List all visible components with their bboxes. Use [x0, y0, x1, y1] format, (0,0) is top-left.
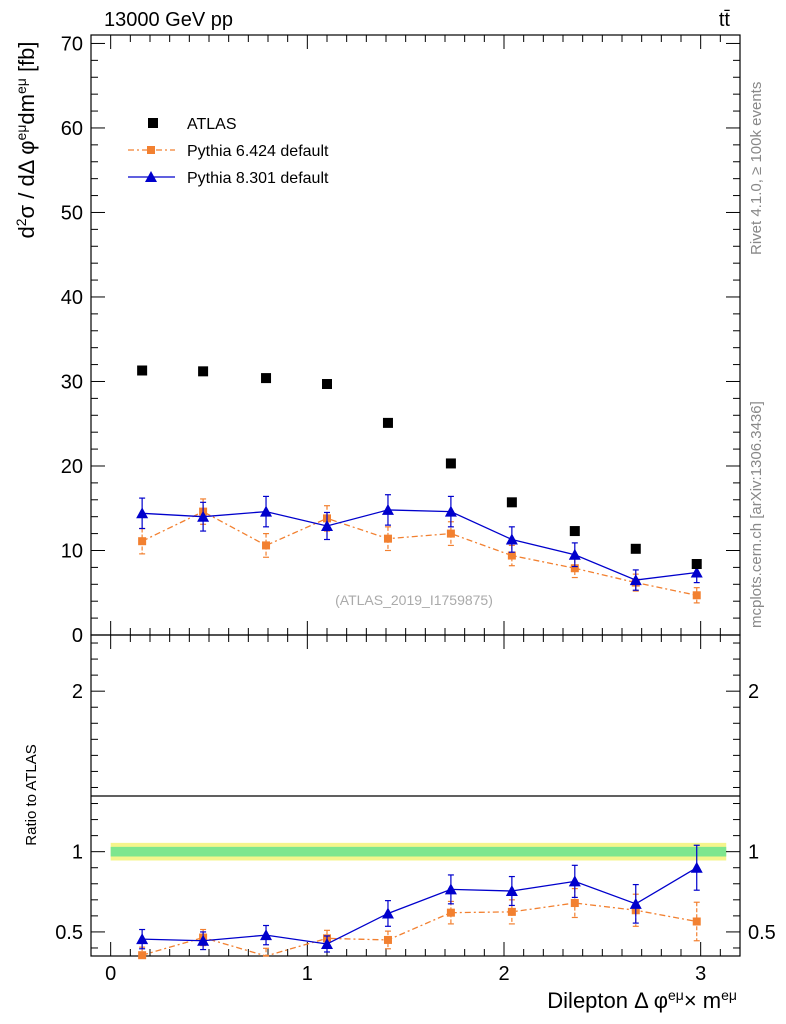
- main-pythia8-point: [321, 519, 333, 531]
- main-plot-panel: 0 10 20 30 40 50 60 70 (ATLAS_2019_I1759875): [61, 33, 741, 647]
- legend-atlas-marker: [148, 118, 158, 128]
- legend-pythia6-label: Pythia 6.424 default: [187, 143, 329, 160]
- main-atlas-point: [261, 373, 272, 384]
- main-atlas-point: [322, 379, 332, 390]
- ratio-pythia8-point: [690, 861, 703, 873]
- ratio-pythia8-point: [260, 929, 273, 941]
- main-y-tick-label: 60: [61, 118, 83, 140]
- ratio-pythia8-point: [505, 884, 518, 896]
- legend-atlas-label: ATLAS: [187, 116, 237, 133]
- analysis-label: (ATLAS_2019_I1759875): [335, 592, 493, 608]
- main-y-axis-label: d2σ / dΔ φeμdmeμ [fb]: [13, 41, 39, 238]
- ratio-pythia8-point: [568, 875, 581, 887]
- main-pythia8-point: [629, 574, 642, 586]
- main-atlas-point: [691, 559, 702, 570]
- ratio-pythia8-point: [381, 907, 394, 919]
- legend-pythia8-label: Pythia 8.301 default: [187, 170, 329, 187]
- main-pythia6-point: [692, 591, 701, 600]
- energy-label: 13000 GeV pp: [104, 9, 233, 31]
- main-pythia6-point: [570, 564, 579, 573]
- legend-pythia6-marker: [147, 146, 155, 154]
- main-atlas-point: [569, 526, 580, 537]
- ratio-y-tick-label-right: 1: [748, 842, 759, 864]
- main-pythia6-point: [446, 529, 455, 538]
- legend: ATLAS Pythia 6.424 default Pythia 8.301 …: [128, 116, 329, 187]
- x-axis-label: Dilepton Δ φeμ× meμ: [547, 987, 737, 1013]
- main-pythia6-point: [262, 541, 271, 550]
- main-pythia8-point: [690, 566, 703, 578]
- ratio-pythia6-line: [141, 902, 697, 957]
- ratio-y-tick-label: 0.5: [55, 922, 83, 944]
- main-y-tick-label: 70: [61, 33, 83, 55]
- main-y-tick-label: 30: [61, 371, 83, 393]
- main-atlas-point: [137, 365, 148, 376]
- x-tick-label: 3: [695, 963, 706, 985]
- main-y-tick-label: 40: [61, 287, 83, 309]
- main-pythia8-point: [381, 503, 394, 515]
- ratio-pythia8-point: [444, 883, 457, 895]
- legend-pythia8-marker: [145, 171, 157, 182]
- ratio-y-tick-label: 1: [72, 842, 83, 864]
- main-pythia6-point: [383, 534, 392, 543]
- main-atlas-point: [198, 366, 209, 377]
- main-pythia8-line: [142, 509, 697, 581]
- ratio-y-axis-label: Ratio to ATLAS: [23, 744, 40, 845]
- main-pythia6-point: [507, 551, 516, 560]
- main-pythia8-point: [568, 548, 581, 560]
- main-pythia8-point: [505, 533, 518, 545]
- ratio-pythia6-point: [570, 899, 579, 908]
- ratio-pythia8-point: [197, 934, 210, 946]
- main-pythia8-point: [444, 505, 457, 517]
- process-label: tt̄: [719, 9, 731, 31]
- main-y-tick-label: 10: [61, 540, 83, 562]
- x-tick-label: 1: [302, 963, 313, 985]
- main-y-tick-label: 50: [61, 202, 83, 224]
- ratio-pythia6-point: [692, 917, 701, 926]
- ratio-pythia8-point: [321, 937, 333, 949]
- main-atlas-point: [506, 497, 517, 508]
- main-pythia8-point: [260, 505, 273, 517]
- ratio-pythia8-line: [142, 867, 698, 945]
- ratio-pythia6-point: [138, 951, 147, 960]
- ratio-pythia6-point: [446, 908, 455, 917]
- ratio-plot-panel: 0.5 0.5 1 1 2 2 0 1 2 3: [55, 634, 776, 985]
- ratio-y-tick-label: 2: [72, 681, 83, 703]
- main-pythia8-point: [197, 510, 210, 522]
- ratio-uncertainty-band-inner: [110, 846, 727, 857]
- x-tick-label: 0: [105, 963, 116, 985]
- main-pythia6-point: [138, 537, 147, 546]
- ratio-pythia8-point: [136, 933, 149, 945]
- x-tick-label: 2: [498, 963, 509, 985]
- ratio-pythia6-point: [383, 935, 392, 944]
- ratio-y-tick-label-right: 0.5: [748, 922, 776, 944]
- main-pythia8-point: [136, 507, 149, 519]
- main-atlas-point: [382, 417, 393, 428]
- main-atlas-point: [445, 458, 456, 469]
- main-y-tick-label: 0: [72, 625, 83, 647]
- ratio-y-tick-label-right: 2: [748, 681, 759, 703]
- main-atlas-point: [630, 543, 641, 554]
- ratio-pythia6-point: [507, 907, 516, 916]
- ratio-plot-frame: [90, 634, 741, 957]
- ratio-pythia8-point: [629, 897, 642, 909]
- rivet-version-text: Rivet 4.1.0, ≥ 100k events: [748, 82, 765, 255]
- main-pythia6-line: [141, 510, 697, 596]
- main-y-tick-label: 20: [61, 456, 83, 478]
- mcplots-text: mcplots.cern.ch [arXiv:1306.3436]: [748, 401, 765, 628]
